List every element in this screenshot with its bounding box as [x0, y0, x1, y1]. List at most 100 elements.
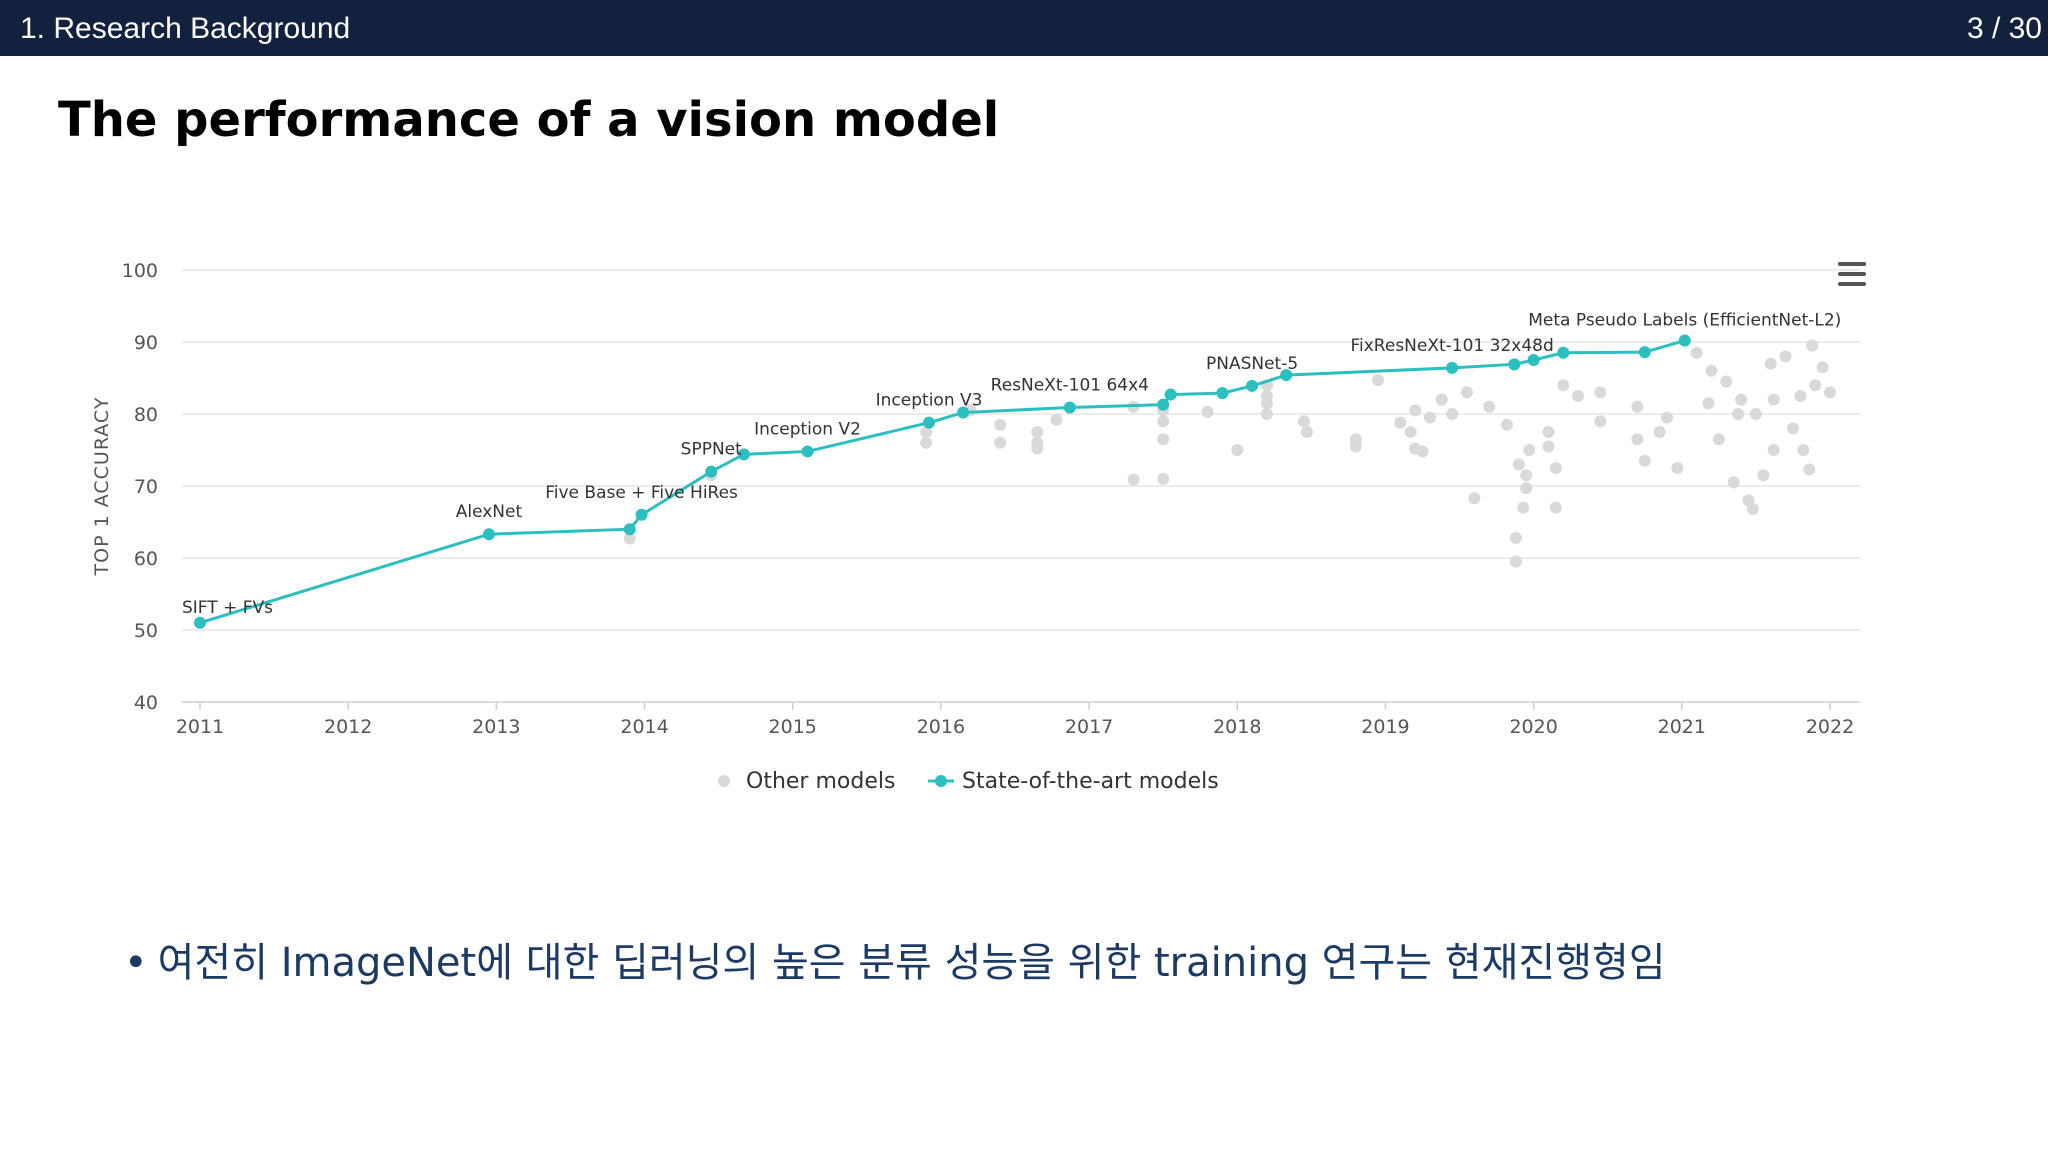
other-model-point [1231, 444, 1244, 456]
other-model-point [994, 418, 1007, 431]
other-model-point [1727, 476, 1740, 489]
other-model-point [1394, 416, 1407, 429]
other-model-point [1594, 386, 1607, 399]
x-tick-label: 2022 [1806, 716, 1854, 738]
other-model-point [1671, 462, 1684, 474]
other-model-point [1260, 397, 1273, 410]
other-model-point [1712, 433, 1725, 446]
sota-model-point [482, 528, 495, 541]
data-label: FixResNeXt-101 32x48d [1350, 336, 1553, 356]
other-model-point [1127, 473, 1140, 486]
sota-model-point [923, 416, 936, 429]
other-model-point [1517, 501, 1530, 514]
other-model-point [1746, 503, 1759, 516]
y-tick-label: 40 [134, 692, 158, 714]
other-model-point [1572, 390, 1585, 402]
data-label: Inception V3 [876, 391, 983, 411]
y-tick-label: 70 [134, 476, 158, 498]
x-tick-label: 2011 [176, 716, 224, 738]
other-model-point [1509, 555, 1522, 568]
other-model-point [1557, 379, 1570, 392]
data-label: Inception V2 [754, 419, 861, 439]
sota-model-point [1446, 361, 1459, 374]
other-model-point [1720, 375, 1733, 388]
other-model-point [1806, 339, 1819, 352]
other-model-point [1300, 426, 1313, 438]
y-tick-label: 90 [134, 332, 158, 354]
other-model-point [1509, 531, 1522, 544]
other-model-point [1705, 364, 1718, 377]
other-model-point [1764, 357, 1777, 370]
other-model-point [1786, 422, 1799, 435]
other-model-point [1404, 426, 1417, 438]
other-model-point [1542, 440, 1555, 453]
other-model-point [1416, 445, 1429, 458]
other-model-point [1372, 374, 1385, 387]
slide-title: The performance of a vision model [58, 92, 1000, 148]
data-label: SPPNet [681, 440, 742, 460]
other-model-point [1594, 415, 1607, 428]
other-model-point [1349, 440, 1362, 453]
y-tick-label: 80 [134, 404, 158, 426]
data-label: SIFT + FVs [182, 598, 273, 618]
x-tick-label: 2012 [324, 716, 372, 738]
sota-model-point [194, 616, 206, 629]
data-label: PNASNet-5 [1206, 354, 1298, 374]
x-tick-label: 2015 [769, 716, 817, 738]
x-tick-label: 2018 [1213, 716, 1261, 738]
bullet-point: • 여전히 ImageNet에 대한 딥러닝의 높은 분류 성능을 위한 trai… [124, 930, 1666, 988]
other-model-point [1201, 405, 1214, 418]
other-model-point [1779, 350, 1792, 363]
sota-line [199, 339, 1686, 625]
other-model-point [1520, 482, 1533, 495]
other-model-point [623, 532, 636, 545]
sota-model-point [1246, 379, 1259, 392]
other-model-point [1157, 433, 1170, 446]
sota-model-point [1557, 346, 1570, 359]
other-model-point [1157, 415, 1170, 428]
bullet-dot: • [124, 940, 148, 986]
other-model-point [1749, 408, 1762, 420]
sota-model-point [1527, 354, 1540, 366]
other-model-point [1460, 386, 1473, 399]
other-model-point [1409, 404, 1422, 417]
other-model-point [1661, 411, 1673, 424]
x-tick-label: 2014 [620, 716, 668, 738]
other-model-point [1468, 492, 1481, 505]
other-model-point [1824, 386, 1836, 399]
other-model-point [920, 426, 933, 438]
legend-marker-sota [935, 775, 947, 787]
data-label: Meta Pseudo Labels (EfficientNet-L2) [1528, 311, 1841, 331]
other-model-point [1031, 442, 1044, 455]
hamburger-menu-icon[interactable] [1838, 262, 1866, 286]
section-title: 1. Research Background [20, 12, 351, 45]
other-model-point [1031, 426, 1044, 438]
other-model-point [1638, 454, 1651, 467]
sota-model-point [1164, 388, 1177, 401]
sota-model-point [1508, 358, 1521, 371]
sota-model-point [1063, 401, 1076, 414]
slide-header: 1. Research Background 3 / 30 [0, 0, 2048, 56]
x-tick-label: 2020 [1509, 716, 1557, 738]
other-model-point [1803, 463, 1816, 476]
data-label: Five Base + Five HiRes [545, 483, 738, 503]
other-model-point [1050, 413, 1063, 426]
other-model-point [1483, 400, 1496, 413]
other-model-point [1500, 418, 1513, 431]
other-model-point [1767, 393, 1780, 406]
other-model-point [1809, 379, 1822, 392]
other-model-point [1690, 346, 1703, 359]
data-label: AlexNet [456, 502, 523, 522]
other-model-point [1794, 390, 1807, 402]
sota-model-point [957, 406, 970, 419]
other-model-point [1767, 444, 1780, 456]
other-model-point [1631, 433, 1644, 446]
other-model-point [1757, 469, 1770, 482]
y-tick-label: 50 [134, 620, 158, 642]
other-model-point [1702, 397, 1715, 410]
other-model-point [1446, 408, 1459, 420]
sota-model-point [1280, 369, 1293, 382]
bullet-text: 여전히 ImageNet에 대한 딥러닝의 높은 분류 성능을 위한 train… [157, 940, 1666, 986]
page-number: 3 / 30 [1966, 12, 2042, 45]
